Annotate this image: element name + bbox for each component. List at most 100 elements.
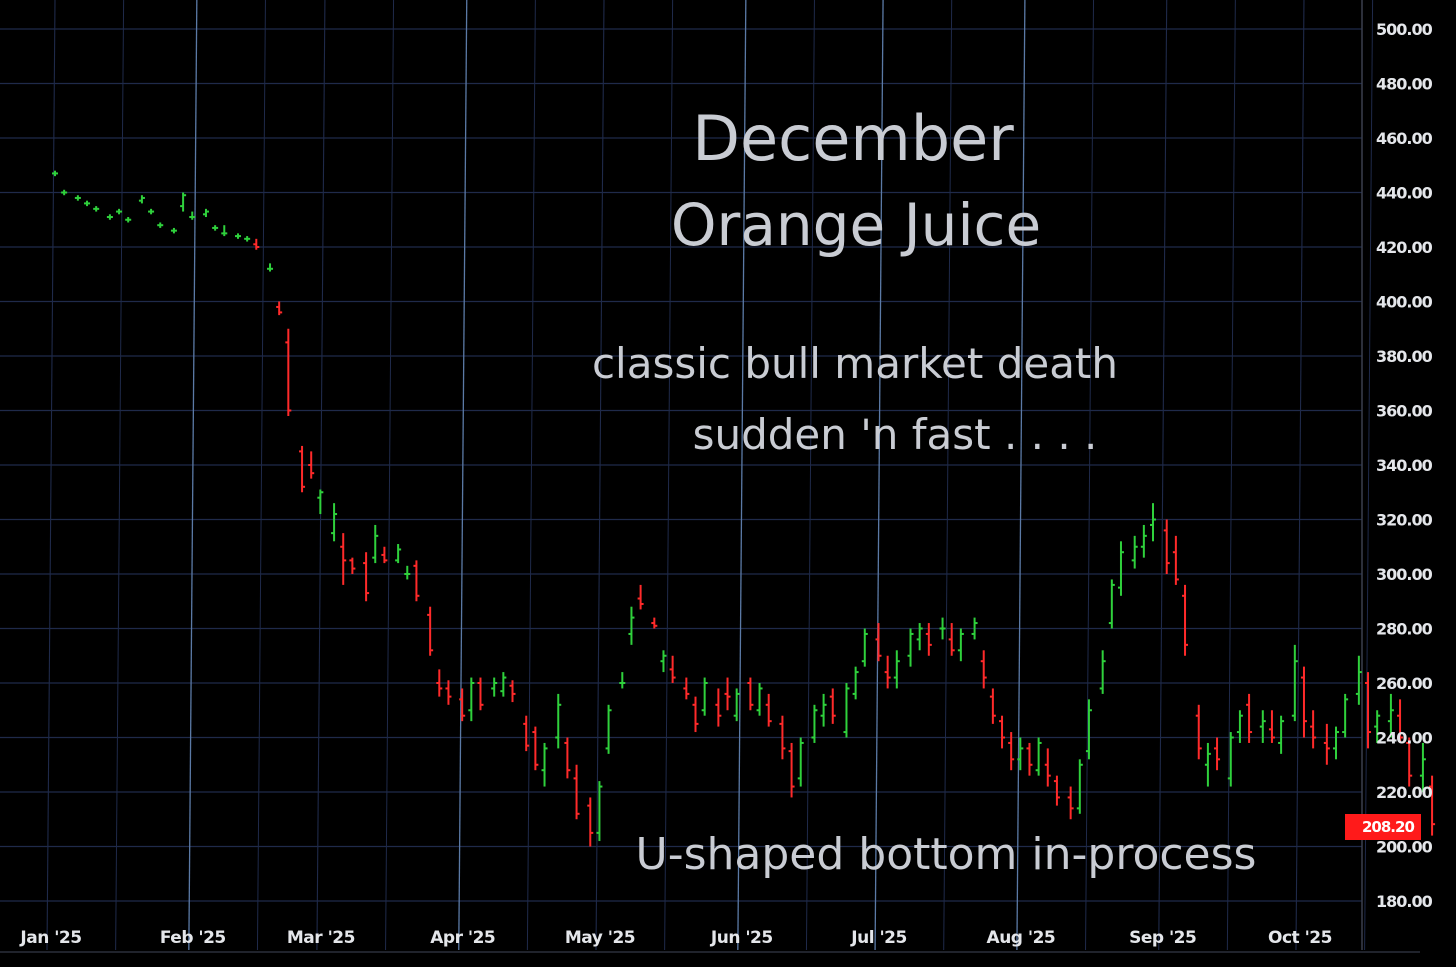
ohlc-bar xyxy=(541,742,548,787)
ohlc-bar xyxy=(715,688,722,727)
grid-line-v-minor xyxy=(1085,0,1095,951)
ohlc-bar xyxy=(1300,666,1307,738)
y-tick-label: 440.00 xyxy=(1376,184,1433,203)
ohlc-bar xyxy=(349,557,356,574)
annotations: December Orange Juice classic bull marke… xyxy=(592,102,1257,880)
y-tick-label: 420.00 xyxy=(1376,238,1433,257)
last-price-marker: 208.20 xyxy=(1345,814,1421,840)
ohlc-bar xyxy=(267,263,274,272)
ohlc-bar xyxy=(573,764,580,820)
ohlc-bar xyxy=(701,677,708,716)
ohlc-bar xyxy=(788,742,795,798)
y-axis: 500.00 480.00 460.00 440.00 420.00 400.00 380.… xyxy=(1376,20,1434,911)
ohlc-bar xyxy=(52,170,58,177)
ohlc-bar xyxy=(1246,693,1253,743)
ohlc-bar xyxy=(477,677,484,711)
ohlc-bar xyxy=(1365,672,1372,749)
ohlc-bar xyxy=(939,617,946,640)
ohlc-bar xyxy=(596,781,603,842)
ohlc-bar xyxy=(925,623,932,656)
ohlc-bar xyxy=(660,650,667,673)
grid-line-v-minor xyxy=(664,0,674,951)
last-price-label: 208.20 xyxy=(1362,818,1414,836)
ohlc-bar xyxy=(1374,710,1381,743)
y-tick-label: 340.00 xyxy=(1376,456,1433,475)
ohlc-bar xyxy=(971,617,978,640)
grid-line-v xyxy=(458,0,468,951)
ohlc-bar xyxy=(363,552,370,602)
ohlc-bar xyxy=(74,195,81,201)
ohlc-bar xyxy=(459,688,466,722)
ohlc-bar xyxy=(756,683,763,716)
y-tick-label: 240.00 xyxy=(1376,729,1433,748)
ohlc-bar xyxy=(669,655,676,683)
ohlc-bar xyxy=(299,445,306,493)
ohlc-bar xyxy=(491,677,498,697)
ohlc-bar xyxy=(1204,742,1211,787)
ohlc-bar xyxy=(989,688,996,724)
ohlc-bar xyxy=(1035,737,1042,776)
ohlc-bar xyxy=(811,704,818,743)
ohlc-bar xyxy=(1333,726,1339,760)
ohlc-bar xyxy=(340,533,347,585)
ohlc-bar xyxy=(916,623,923,651)
grid-line-v xyxy=(595,0,605,951)
annotation-u-bottom: U-shaped bottom in-process xyxy=(636,829,1257,880)
ohlc-bar xyxy=(61,189,68,196)
ohlc-bar xyxy=(1182,584,1189,656)
chart-title-line1: December xyxy=(692,102,1014,175)
ohlc-bar xyxy=(733,688,740,722)
ohlc-bar xyxy=(587,797,594,847)
grid-line-v-minor xyxy=(526,0,536,951)
ohlc-bar xyxy=(372,524,379,564)
y-tick-label: 380.00 xyxy=(1376,347,1433,366)
ohlc-bar xyxy=(861,628,868,667)
grid-line-v-minor xyxy=(805,0,815,951)
ohlc-bar xyxy=(1278,715,1285,754)
x-tick-label: Jun '25 xyxy=(710,928,773,948)
annotation-sudden: sudden 'n fast . . . . xyxy=(693,410,1098,459)
ohlc-bar xyxy=(395,544,402,564)
ohlc-bar xyxy=(189,211,196,220)
ohlc-bar xyxy=(1387,693,1394,738)
ohlc-bar xyxy=(1172,535,1179,585)
y-tick-label: 460.00 xyxy=(1376,129,1433,148)
ohlc-bar xyxy=(404,565,411,580)
ohlc-bar xyxy=(276,301,283,316)
ohlc-bar xyxy=(884,655,891,689)
ohlc-bar xyxy=(829,688,836,724)
ohlc-bar xyxy=(765,693,772,727)
y-tick-label: 400.00 xyxy=(1376,293,1433,312)
grid-line-v-minor xyxy=(385,0,395,951)
ohlc-bar xyxy=(106,214,113,220)
ohlc-bar xyxy=(907,628,914,667)
ohlc-bar xyxy=(500,672,507,697)
ohlc-bar xyxy=(1085,699,1092,760)
grid-line-v xyxy=(737,0,747,951)
ohlc-bar xyxy=(84,200,91,207)
last-price-box xyxy=(1345,814,1421,840)
grid-line-v-minor xyxy=(1226,0,1236,951)
ohlc-bar xyxy=(221,225,228,237)
ohlc-bar xyxy=(820,693,827,727)
x-tick-label: Oct '25 xyxy=(1268,928,1332,948)
ohlc-bar xyxy=(523,715,530,752)
ohlc-bar xyxy=(1310,710,1317,749)
y-tick-label: 300.00 xyxy=(1376,565,1433,584)
ohlc-bar xyxy=(244,236,251,242)
y-tick-label: 200.00 xyxy=(1376,838,1433,857)
ohlc-bar xyxy=(125,217,132,223)
ohlc-bar xyxy=(1017,737,1024,771)
ohlc-bar xyxy=(331,503,338,542)
grid-line-v xyxy=(188,0,198,951)
ohlc-bar xyxy=(317,489,324,515)
ohlc-bar xyxy=(948,623,955,656)
ohlc-bar xyxy=(651,617,658,629)
ohlc-bar xyxy=(1108,579,1115,629)
grid-line-v xyxy=(874,0,884,951)
grid-line-v xyxy=(1295,0,1305,951)
ohlc-bar xyxy=(1117,541,1124,596)
grid-line-v xyxy=(1158,0,1168,951)
ohlc-bar xyxy=(724,677,731,711)
ohlc-bar xyxy=(692,696,699,733)
